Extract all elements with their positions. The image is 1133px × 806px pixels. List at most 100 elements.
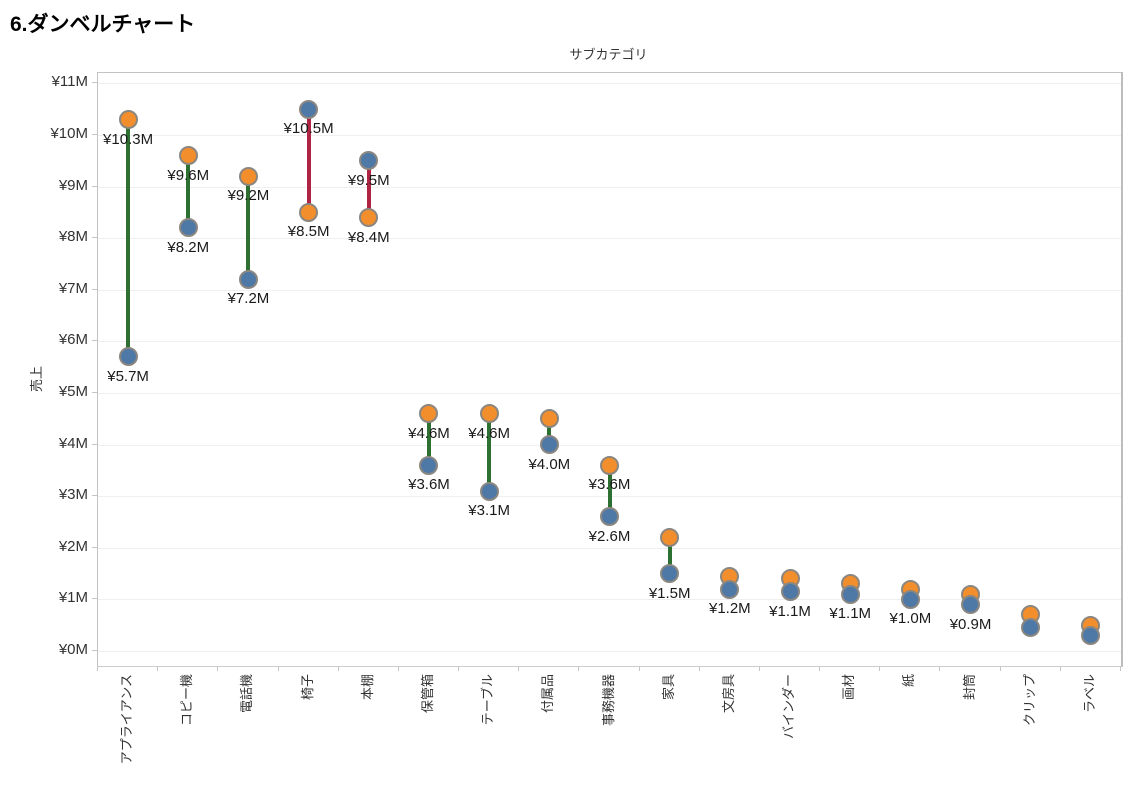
orange-marker[interactable] bbox=[660, 527, 680, 547]
orange-marker[interactable] bbox=[359, 208, 379, 228]
value-label: ¥3.6M bbox=[588, 476, 631, 494]
gridline bbox=[98, 341, 1121, 343]
y-tick-mark bbox=[92, 237, 97, 239]
x-tick-mark bbox=[398, 666, 399, 671]
y-tick-label: ¥5M bbox=[58, 383, 88, 400]
y-tick-label: ¥4M bbox=[58, 434, 88, 452]
y-tick-mark bbox=[92, 546, 97, 548]
blue-marker[interactable] bbox=[1021, 618, 1041, 638]
category-label: 文房具 bbox=[720, 674, 736, 714]
blue-marker[interactable] bbox=[238, 269, 258, 289]
blue-marker[interactable] bbox=[419, 455, 439, 475]
connector-line[interactable] bbox=[547, 418, 552, 445]
y-tick-mark bbox=[92, 288, 97, 290]
value-label: ¥9.5M bbox=[347, 171, 390, 189]
value-label: ¥8.2M bbox=[167, 238, 210, 256]
x-tick-mark bbox=[699, 666, 700, 671]
gridline bbox=[98, 599, 1121, 601]
y-tick-mark bbox=[92, 134, 97, 135]
connector-line[interactable] bbox=[306, 109, 311, 213]
x-tick-mark bbox=[97, 666, 98, 671]
gridline bbox=[98, 393, 1121, 394]
blue-marker[interactable] bbox=[299, 99, 319, 119]
y-tick-label: ¥2M bbox=[58, 537, 88, 555]
connector-line[interactable] bbox=[366, 160, 371, 218]
category-label: ラベル bbox=[1081, 674, 1097, 714]
connector-line[interactable] bbox=[667, 537, 672, 574]
x-tick-mark bbox=[157, 666, 158, 671]
y-tick-mark bbox=[92, 185, 97, 187]
value-label: ¥8.4M bbox=[347, 228, 390, 246]
category-label: 家具 bbox=[660, 674, 676, 701]
x-tick-mark bbox=[879, 666, 880, 671]
value-label: ¥1.2M bbox=[708, 600, 751, 618]
connector-line[interactable] bbox=[246, 176, 251, 280]
orange-marker[interactable] bbox=[118, 110, 138, 130]
orange-marker[interactable] bbox=[299, 202, 319, 222]
category-label: 本棚 bbox=[359, 674, 375, 701]
connector-line[interactable] bbox=[426, 413, 431, 466]
blue-marker[interactable] bbox=[1081, 626, 1101, 646]
connector-line[interactable] bbox=[607, 465, 612, 517]
category-label: 椅子 bbox=[299, 674, 315, 701]
blue-marker[interactable] bbox=[720, 579, 740, 599]
value-label: ¥1.5M bbox=[648, 584, 691, 602]
blue-marker[interactable] bbox=[780, 582, 800, 602]
x-tick-mark bbox=[1120, 666, 1121, 671]
value-label: ¥8.5M bbox=[287, 223, 330, 241]
y-tick-label: ¥8M bbox=[58, 228, 88, 246]
x-tick-mark bbox=[578, 666, 579, 671]
category-label: 保管箱 bbox=[419, 674, 435, 714]
category-label: テーブル bbox=[480, 674, 496, 726]
blue-marker[interactable] bbox=[178, 218, 198, 238]
x-tick-mark bbox=[338, 666, 339, 671]
page-title: 6.ダンベルチャート bbox=[10, 13, 196, 36]
y-tick-label: ¥9M bbox=[58, 176, 88, 194]
orange-marker[interactable] bbox=[419, 404, 439, 424]
blue-marker[interactable] bbox=[660, 564, 680, 584]
connector-line[interactable] bbox=[487, 413, 492, 492]
blue-marker[interactable] bbox=[118, 347, 138, 367]
orange-marker[interactable] bbox=[238, 166, 258, 186]
value-label: ¥9.2M bbox=[227, 187, 270, 205]
y-tick-mark bbox=[92, 392, 97, 393]
value-label: ¥10.3M bbox=[103, 130, 154, 148]
y-tick-mark bbox=[92, 82, 97, 84]
x-tick-mark bbox=[939, 666, 940, 671]
gridline bbox=[98, 135, 1121, 136]
orange-marker[interactable] bbox=[479, 404, 499, 424]
orange-marker[interactable] bbox=[539, 409, 559, 429]
x-tick-mark bbox=[1060, 666, 1061, 671]
value-label: ¥1.1M bbox=[829, 605, 872, 623]
gridline bbox=[98, 547, 1121, 549]
value-label: ¥1.0M bbox=[889, 610, 932, 628]
blue-marker[interactable] bbox=[359, 151, 379, 171]
blue-marker[interactable] bbox=[539, 435, 559, 455]
blue-marker[interactable] bbox=[479, 481, 499, 501]
x-tick-mark bbox=[217, 666, 218, 671]
orange-marker[interactable] bbox=[600, 455, 619, 475]
category-label: バインダー bbox=[781, 674, 797, 740]
connector-line[interactable] bbox=[186, 155, 191, 228]
value-label: ¥7.2M bbox=[227, 290, 270, 308]
x-tick-mark bbox=[819, 666, 820, 671]
value-label: ¥10.5M bbox=[283, 120, 334, 138]
blue-marker[interactable] bbox=[900, 589, 920, 609]
chart-title: サブカテゴリ bbox=[569, 47, 648, 62]
connector-line[interactable] bbox=[126, 119, 131, 357]
y-tick-label: ¥1M bbox=[58, 589, 88, 607]
plot-area: ¥10.3M ¥5.7M ¥9.6M ¥8.2M ¥9.2M ¥7.2M ¥8.5M ¥10.… bbox=[97, 72, 1123, 667]
y-tick-mark bbox=[92, 340, 97, 342]
gridline bbox=[98, 238, 1121, 240]
value-label: ¥5.7M bbox=[107, 367, 149, 385]
y-tick-mark bbox=[92, 495, 97, 497]
value-label: ¥2.6M bbox=[588, 527, 631, 545]
value-label: ¥9.6M bbox=[167, 166, 210, 184]
blue-marker[interactable] bbox=[961, 595, 981, 615]
value-label: ¥3.6M bbox=[408, 476, 450, 494]
orange-marker[interactable] bbox=[178, 146, 198, 166]
blue-marker[interactable] bbox=[600, 507, 619, 527]
blue-marker[interactable] bbox=[840, 584, 860, 604]
y-tick-mark bbox=[92, 443, 97, 445]
